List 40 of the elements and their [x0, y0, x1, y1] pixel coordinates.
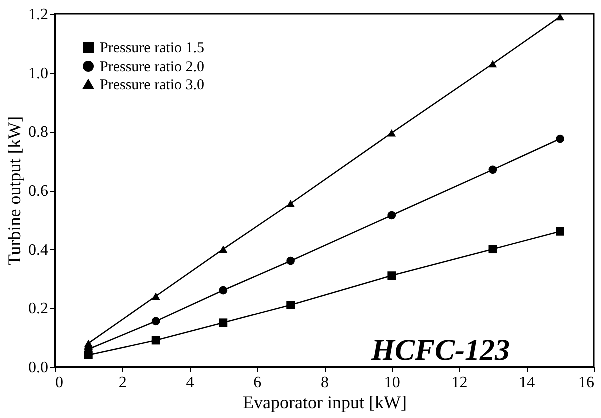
y-tick-label: 0.8 [28, 124, 48, 142]
point [219, 286, 228, 295]
x-tick-label: 0 [56, 374, 64, 392]
legend-label: Pressure ratio 2.0 [100, 60, 205, 76]
point [556, 134, 564, 144]
x-tick-label: 2 [118, 374, 127, 392]
y-tick-label: 0.6 [28, 183, 48, 200]
point [152, 336, 160, 345]
x-axis-title: Evaporator input [kW] [243, 392, 407, 412]
point [388, 272, 396, 280]
legend-label: Pressure ratio 1.5 [100, 40, 205, 56]
point [488, 60, 498, 68]
legend-label: Pressure ratio 3.0 [100, 78, 205, 94]
point [152, 292, 160, 300]
point [388, 130, 396, 137]
x-tick-label: 6 [254, 374, 262, 392]
y-tick-label: 0.4 [28, 242, 48, 259]
annotation: HCFC-123 [370, 334, 510, 367]
point [219, 246, 228, 253]
x-tick-label: 10 [384, 374, 400, 392]
point [556, 228, 564, 236]
point [219, 318, 228, 328]
x-tick-label: 16 [578, 374, 594, 392]
point [286, 301, 295, 310]
y-tick-label: 1.2 [28, 6, 48, 24]
x-tick-label: 4 [186, 374, 194, 392]
y-axis-title: Turbine output [kW] [4, 116, 24, 266]
point [286, 200, 295, 208]
point [84, 340, 93, 348]
point [488, 166, 498, 174]
point [388, 211, 396, 220]
y-tick-label: 1.0 [28, 65, 48, 82]
x-tick-label: 14 [519, 374, 536, 392]
point [152, 317, 160, 326]
y-tick-label: 0.2 [28, 300, 48, 318]
x-tick-label: 12 [452, 374, 468, 392]
point [488, 245, 498, 254]
point [286, 256, 295, 266]
y-tick-label: 0.0 [28, 360, 48, 376]
x-tick-label: 8 [321, 374, 329, 392]
